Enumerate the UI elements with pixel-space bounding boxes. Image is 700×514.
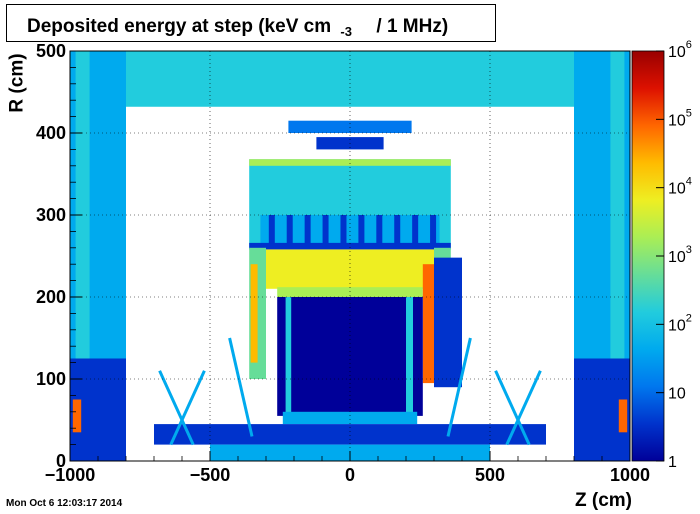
barrel-stripe-5 bbox=[358, 215, 365, 244]
bottom-band bbox=[154, 424, 546, 445]
support-line-4 bbox=[228, 337, 254, 437]
support-line-2 bbox=[494, 370, 531, 446]
title-tail: / 1 MHz) bbox=[376, 16, 449, 37]
right-hot-strip bbox=[422, 264, 434, 384]
barrel-stripe-1 bbox=[286, 215, 293, 244]
y-axis-label: R (cm) bbox=[6, 53, 28, 113]
barrel-stripe-0 bbox=[268, 215, 275, 244]
grid-lines bbox=[70, 51, 630, 461]
barrel-bottom-edge bbox=[249, 242, 451, 250]
right-hotspot bbox=[618, 399, 628, 433]
left-hot-strip bbox=[250, 264, 258, 363]
x-tick-label-0: −1000 bbox=[45, 465, 96, 485]
z-tick-label-4: 104 bbox=[668, 176, 692, 198]
left-hotspot bbox=[72, 399, 82, 433]
chart-title: Deposited energy at step (keV cm -3 / 1 … bbox=[27, 16, 449, 39]
y-axis: 0 100 200 300 400 500 bbox=[36, 41, 82, 471]
barrel-stripe-6 bbox=[376, 215, 383, 244]
support-line-0 bbox=[158, 370, 195, 446]
title-main: Deposited energy at step (keV cm bbox=[27, 16, 332, 37]
x-tick-label-2: 0 bbox=[345, 465, 355, 485]
z-tick-label-2: 102 bbox=[668, 312, 692, 334]
inner-floor bbox=[282, 411, 418, 425]
title-superscript: -3 bbox=[340, 24, 352, 39]
inner-tracker bbox=[277, 297, 423, 416]
y-tick-label-3: 300 bbox=[36, 205, 66, 225]
x-axis-label: Z (cm) bbox=[575, 490, 632, 511]
timestamp: Mon Oct 6 12:03:17 2014 bbox=[6, 498, 123, 509]
y-tick-label-5: 500 bbox=[36, 41, 66, 61]
y-tick-label-4: 400 bbox=[36, 123, 66, 143]
z-tick-label-1: 10 bbox=[668, 386, 686, 403]
z-tick-label-6: 106 bbox=[668, 39, 692, 61]
left-yoke-edge bbox=[75, 51, 90, 359]
right-outer-column bbox=[434, 257, 462, 388]
top-band-inner bbox=[263, 59, 437, 70]
barrel-stripe-7 bbox=[394, 215, 401, 244]
x-tick-label-3: 500 bbox=[475, 465, 505, 485]
x-tick-label-4: 1000 bbox=[610, 465, 650, 485]
barrel-top-edge bbox=[249, 159, 451, 166]
support-line-5 bbox=[446, 337, 472, 437]
barrel-stripe-9 bbox=[430, 215, 437, 244]
upper-structure-1 bbox=[288, 120, 412, 133]
y-tick-label-2: 200 bbox=[36, 287, 66, 307]
support-line-3 bbox=[505, 370, 542, 446]
inner-yellow-low bbox=[277, 287, 423, 297]
barrel-stripe-4 bbox=[340, 215, 347, 244]
x-axis: −1000 −500 0 500 1000 bbox=[45, 451, 650, 485]
x-tick-label-1: −500 bbox=[190, 465, 231, 485]
z-tick-label-3: 103 bbox=[668, 244, 692, 266]
inner-left-bar bbox=[285, 297, 292, 416]
y-tick-label-0: 0 bbox=[56, 451, 66, 471]
barrel-stripe-2 bbox=[304, 215, 311, 244]
barrel-stripe-3 bbox=[322, 215, 329, 244]
z-tick-label-0: 1 bbox=[668, 454, 677, 471]
barrel-stripe-8 bbox=[412, 215, 419, 244]
inner-right-bar bbox=[406, 297, 413, 416]
support-line-1 bbox=[169, 370, 206, 446]
title-box: Deposited energy at step (keV cm -3 / 1 … bbox=[6, 4, 496, 42]
right-yoke-edge bbox=[610, 51, 625, 359]
y-tick-label-1: 100 bbox=[36, 369, 66, 389]
z-tick-label-5: 105 bbox=[668, 107, 692, 129]
